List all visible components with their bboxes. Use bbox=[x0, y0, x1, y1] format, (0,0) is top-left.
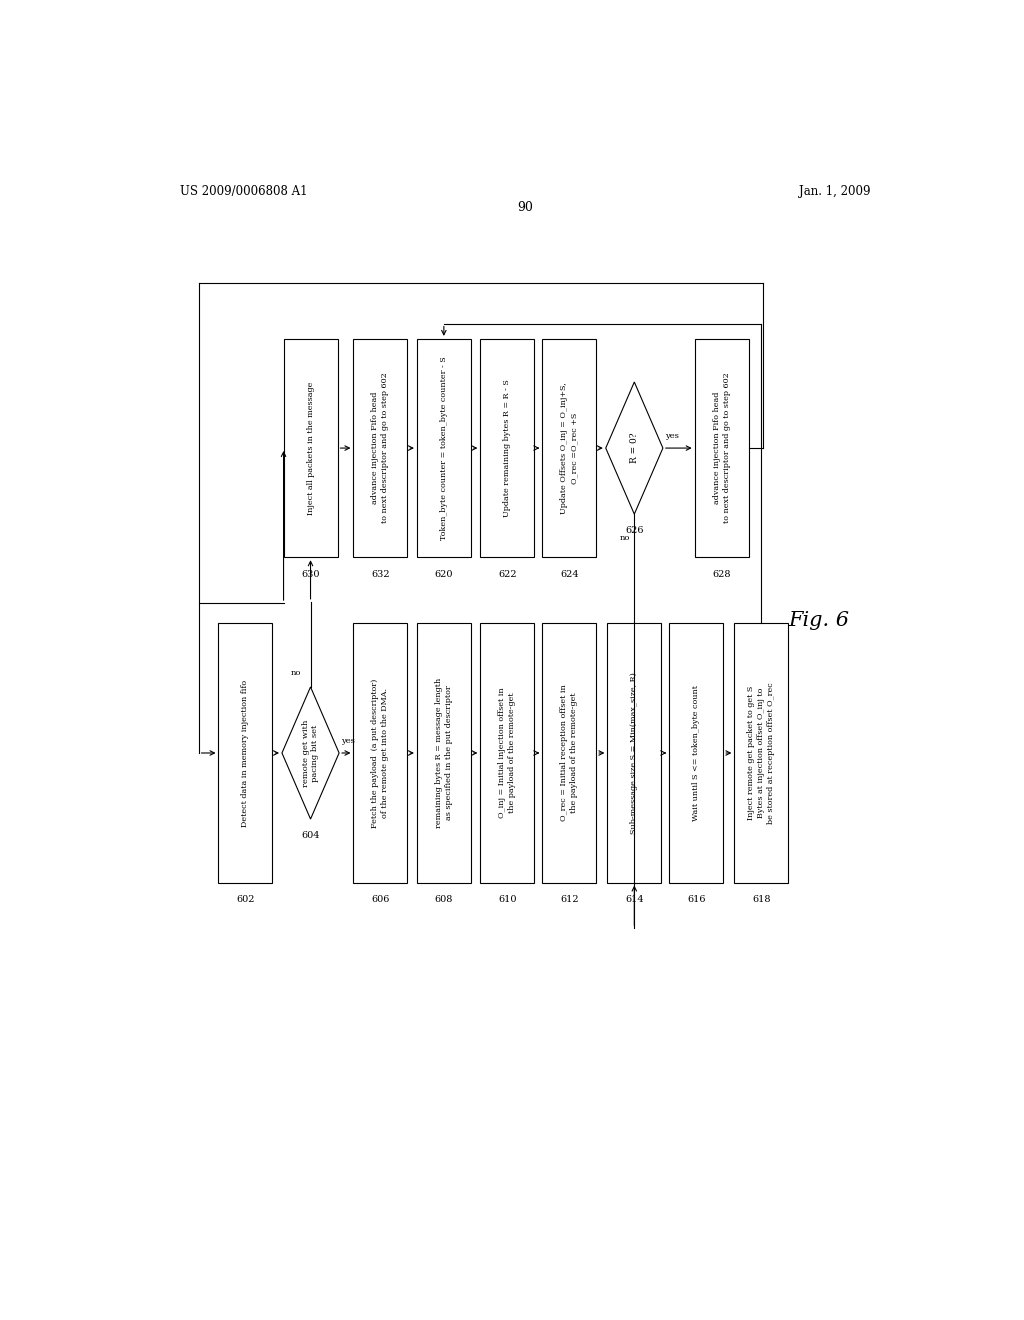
Text: no: no bbox=[291, 669, 301, 677]
Text: advance injection Fifo head
to next descriptor and go to step 602: advance injection Fifo head to next desc… bbox=[372, 372, 389, 524]
Text: R = 0?: R = 0? bbox=[630, 433, 639, 463]
Text: 606: 606 bbox=[371, 895, 389, 904]
Text: 628: 628 bbox=[713, 569, 731, 578]
FancyBboxPatch shape bbox=[607, 623, 662, 883]
Text: Inject all packets in the message: Inject all packets in the message bbox=[306, 381, 314, 515]
Text: remaining bytes R = message length
as specified in the put descriptor: remaining bytes R = message length as sp… bbox=[435, 678, 453, 828]
Text: Fetch the payload  (a put descriptor)
of the remote get into the DMA.: Fetch the payload (a put descriptor) of … bbox=[372, 678, 389, 828]
FancyBboxPatch shape bbox=[218, 623, 272, 883]
Text: 630: 630 bbox=[301, 569, 319, 578]
Text: no: no bbox=[620, 535, 631, 543]
Text: 90: 90 bbox=[517, 201, 532, 214]
Text: Detect data in memory injection fifo: Detect data in memory injection fifo bbox=[242, 680, 250, 826]
Polygon shape bbox=[606, 381, 663, 515]
FancyBboxPatch shape bbox=[417, 623, 471, 883]
FancyBboxPatch shape bbox=[480, 339, 535, 557]
Text: Fig. 6: Fig. 6 bbox=[787, 611, 849, 631]
Polygon shape bbox=[282, 686, 339, 818]
FancyBboxPatch shape bbox=[543, 339, 596, 557]
Text: yes: yes bbox=[341, 737, 355, 744]
Text: O_rec = Initial reception offset in
the payload of the remote-get: O_rec = Initial reception offset in the … bbox=[560, 685, 579, 821]
FancyBboxPatch shape bbox=[694, 339, 749, 557]
FancyBboxPatch shape bbox=[353, 623, 408, 883]
Text: remote get with
pacing bit set: remote get with pacing bit set bbox=[302, 719, 319, 787]
Text: advance injection Fifo head
to next descriptor and go to step 602: advance injection Fifo head to next desc… bbox=[713, 372, 730, 524]
Text: Update remaining bytes R = R - S: Update remaining bytes R = R - S bbox=[504, 379, 511, 517]
Text: 620: 620 bbox=[434, 569, 453, 578]
FancyBboxPatch shape bbox=[670, 623, 723, 883]
Text: 618: 618 bbox=[752, 895, 770, 904]
Text: Wait until S <= token_byte count: Wait until S <= token_byte count bbox=[692, 685, 700, 821]
FancyBboxPatch shape bbox=[543, 623, 596, 883]
Text: 608: 608 bbox=[434, 895, 453, 904]
Text: US 2009/0006808 A1: US 2009/0006808 A1 bbox=[179, 185, 307, 198]
Text: 604: 604 bbox=[301, 832, 319, 841]
FancyBboxPatch shape bbox=[353, 339, 408, 557]
Text: 632: 632 bbox=[371, 569, 390, 578]
Text: 610: 610 bbox=[498, 895, 516, 904]
Text: Update Offsets O_inj = O_inj+S,
O_rec =O_rec +S: Update Offsets O_inj = O_inj+S, O_rec =O… bbox=[560, 383, 579, 513]
Text: 616: 616 bbox=[687, 895, 706, 904]
Text: Token_byte counter = token_byte counter - S: Token_byte counter = token_byte counter … bbox=[440, 356, 447, 540]
Text: 626: 626 bbox=[625, 527, 643, 536]
Text: yes: yes bbox=[666, 432, 679, 440]
FancyBboxPatch shape bbox=[284, 339, 338, 557]
Text: Inject remote get packet to get S
Bytes at injection offset O_inj to
be stored a: Inject remote get packet to get S Bytes … bbox=[748, 682, 775, 824]
Text: Jan. 1, 2009: Jan. 1, 2009 bbox=[799, 185, 870, 198]
Text: 614: 614 bbox=[625, 895, 644, 904]
Text: 602: 602 bbox=[237, 895, 255, 904]
FancyBboxPatch shape bbox=[417, 339, 471, 557]
Text: 612: 612 bbox=[560, 895, 579, 904]
Text: 622: 622 bbox=[498, 569, 517, 578]
Text: 624: 624 bbox=[560, 569, 579, 578]
Text: Sub-message size S = Min(max_size, R): Sub-message size S = Min(max_size, R) bbox=[631, 672, 638, 834]
FancyBboxPatch shape bbox=[734, 623, 788, 883]
Text: O_inj = Initial injection offset in
the payload of the remote-get: O_inj = Initial injection offset in the … bbox=[499, 688, 516, 818]
FancyBboxPatch shape bbox=[480, 623, 535, 883]
